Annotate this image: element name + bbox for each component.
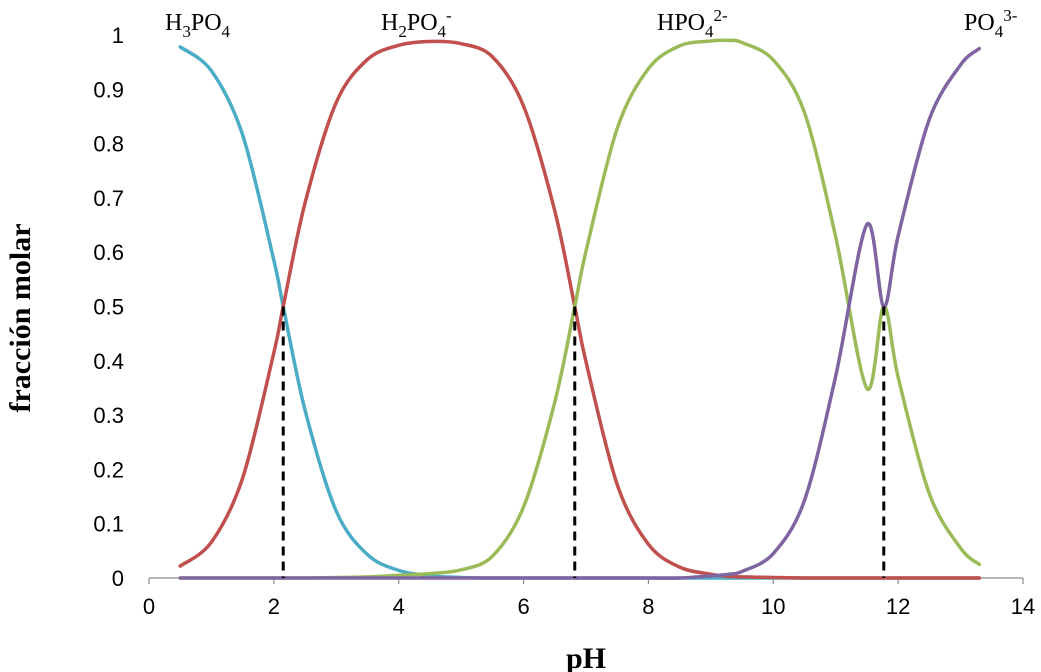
y-tick-label: 0.5 — [93, 295, 124, 320]
y-tick-label: 0 — [112, 566, 124, 591]
label-hpo4-mid: HPO — [657, 10, 705, 36]
x-tick-label: 14 — [1011, 594, 1035, 619]
y-tick-label: 1 — [112, 23, 124, 48]
x-axis-title: pH — [566, 642, 606, 672]
axes: 0 2 4 6 8 10 12 14 00.10.20.30.40.50.60.70.80.9… — [93, 23, 1035, 619]
label-h3po4-mid: PO — [191, 10, 222, 36]
y-tick-label: 0.9 — [93, 77, 124, 102]
label-h3po4-sub2: 4 — [222, 22, 231, 41]
label-po4-sub2: 4 — [995, 22, 1004, 41]
label-po4-mid: PO — [964, 10, 995, 36]
x-ticks: 0 2 4 6 8 10 12 14 — [143, 578, 1035, 619]
label-po4: PO43- — [964, 6, 1018, 41]
y-tick-label: 0.8 — [93, 132, 124, 157]
y-tick-label: 0.6 — [93, 240, 124, 265]
y-tick-label: 0.1 — [93, 512, 124, 537]
y-tick-label: 0.3 — [93, 403, 124, 428]
x-tick-label: 6 — [517, 594, 529, 619]
y-tick-label: 0.2 — [93, 457, 124, 482]
label-po4-sup: 3- — [1003, 6, 1018, 25]
label-h2po4-mid: PO — [407, 10, 438, 36]
label-h3po4-sub1: 3 — [182, 22, 191, 41]
y-axis-title: fracción molar — [4, 223, 37, 412]
series-line-0 — [178, 45, 982, 580]
series-lines — [178, 38, 982, 580]
x-tick-label: 0 — [143, 594, 155, 619]
label-hpo4-sub2: 4 — [705, 22, 714, 41]
y-tick-label: 0.7 — [93, 186, 124, 211]
x-tick-label: 12 — [886, 594, 910, 619]
label-h2po4-sup: - — [446, 6, 452, 25]
label-hpo4: HPO42- — [657, 6, 728, 41]
y-ticks: 0 0.1 0.2 0.3 0.4 0.5 0.6 0.7 0.8 0.9 1 — [93, 23, 124, 591]
x-tick-label: 2 — [268, 594, 280, 619]
label-h2po4-sub1: 2 — [398, 22, 407, 41]
label-h3po4: H3PO4 — [165, 10, 231, 41]
y-tick-label: 0.4 — [93, 349, 124, 374]
label-h2po4: H2PO4- — [381, 6, 452, 41]
pka-markers — [281, 306, 886, 578]
series-line-1 — [178, 39, 982, 580]
x-tick-label: 10 — [761, 594, 785, 619]
x-tick-label: 8 — [642, 594, 654, 619]
series-line-2 — [178, 38, 982, 580]
x-tick-label: 4 — [393, 594, 405, 619]
label-hpo4-sup: 2- — [714, 6, 729, 25]
label-h2po4-pre: H — [381, 10, 398, 36]
label-h3po4-pre: H — [165, 10, 182, 36]
label-h2po4-sub2: 4 — [438, 22, 447, 41]
series-line-3 — [178, 46, 982, 580]
